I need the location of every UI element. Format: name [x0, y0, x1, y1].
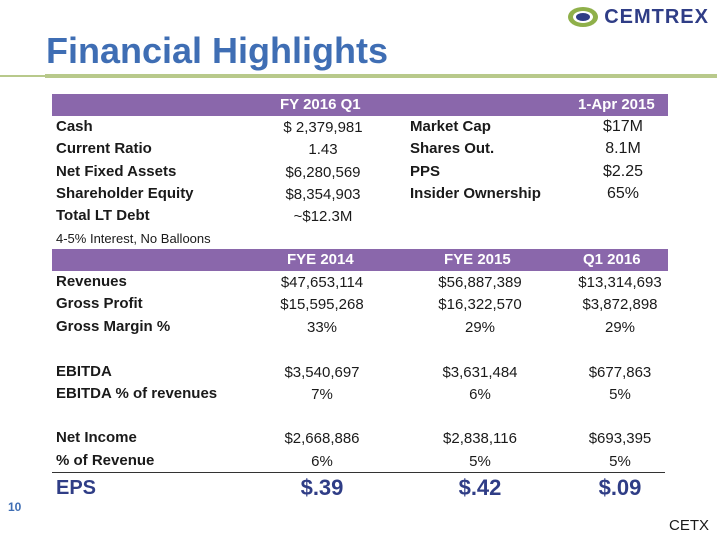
value-eps-2015: $.42 — [458, 475, 502, 500]
row-label-total-lt-debt: Total LT Debt — [56, 207, 150, 224]
value-ebitda-2014: $3,540,697 — [284, 364, 360, 381]
value-shareholder-equity: $8,354,903 — [285, 186, 361, 203]
row-label-net-income: Net Income — [56, 429, 137, 446]
value-net-fixed-assets: $6,280,569 — [285, 164, 361, 181]
row-label-cash: Cash — [56, 118, 93, 135]
value-gross-margin-2015: 29% — [464, 319, 496, 336]
row-label-eps: EPS — [56, 477, 97, 499]
value-gross-profit-2014: $15,595,268 — [280, 296, 364, 313]
value-total-lt-debt: ~$12.3M — [293, 208, 353, 225]
value-ebitda-pct-2015: 6% — [469, 386, 491, 403]
row-label-gross-margin: Gross Margin % — [56, 318, 171, 335]
row-label-pct-revenue: % of Revenue — [56, 452, 155, 469]
value-eps-q12016: $.09 — [598, 475, 642, 500]
value-pct-revenue-2014: 6% — [311, 453, 333, 470]
page-title: Financial Highlights — [46, 30, 389, 71]
title-divider-left — [0, 75, 45, 77]
debt-note: 4-5% Interest, No Balloons — [56, 231, 211, 246]
value-revenues-q12016: $13,314,693 — [578, 274, 662, 291]
cemtrex-logo: CEMTREX — [566, 4, 709, 30]
row-label-gross-profit: Gross Profit — [56, 295, 143, 312]
header-q12016: Q1 2016 — [583, 251, 641, 268]
value-pct-revenue-q12016: 5% — [609, 453, 631, 470]
value-pps: $2.25 — [602, 163, 644, 180]
row-label-net-fixed-assets: Net Fixed Assets — [56, 163, 177, 180]
header-fy2016q1: FY 2016 Q1 — [280, 96, 361, 113]
row-label-insider-ownership: Insider Ownership — [410, 185, 541, 202]
row-label-revenues: Revenues — [56, 273, 127, 290]
row-label-ebitda-pct: EBITDA % of revenues — [56, 385, 218, 402]
slide-number: 10 — [8, 500, 22, 514]
header-fye2014: FYE 2014 — [287, 251, 354, 268]
value-net-income-q12016: $693,395 — [588, 430, 652, 447]
row-label-ebitda: EBITDA — [56, 363, 112, 380]
footer-ticker: CETX — [668, 517, 709, 534]
value-cash: $ 2,379,981 — [283, 119, 363, 136]
value-ebitda-pct-q12016: 5% — [609, 386, 631, 403]
bottom-table-header: FYE 2014 FYE 2015 Q1 2016 — [52, 249, 668, 271]
header-1apr2015: 1-Apr 2015 — [578, 96, 655, 113]
row-label-shareholder-equity: Shareholder Equity — [56, 185, 194, 202]
logo-text: CEMTREX — [604, 5, 709, 28]
value-gross-margin-2014: 33% — [306, 319, 338, 336]
value-current-ratio: 1.43 — [308, 141, 338, 158]
top-table-header: FY 2016 Q1 1-Apr 2015 — [52, 94, 668, 116]
value-gross-profit-2015: $16,322,570 — [438, 296, 522, 313]
value-revenues-2015: $56,887,389 — [438, 274, 522, 291]
row-label-shares-out: Shares Out. — [410, 140, 495, 157]
row-label-pps: PPS — [410, 163, 441, 180]
value-gross-margin-q12016: 29% — [604, 319, 636, 336]
header-fye2015: FYE 2015 — [444, 251, 511, 268]
value-ebitda-pct-2014: 7% — [311, 386, 333, 403]
value-gross-profit-q12016: $3,872,898 — [582, 296, 658, 313]
value-ebitda-2015: $3,631,484 — [442, 364, 518, 381]
logo-ring-icon — [568, 7, 599, 27]
value-insider-ownership: 65% — [606, 185, 640, 202]
value-net-income-2014: $2,668,886 — [284, 430, 360, 447]
eps-divider — [52, 472, 665, 473]
value-shares-out: 8.1M — [605, 140, 641, 157]
row-label-market-cap: Market Cap — [410, 118, 491, 135]
value-net-income-2015: $2,838,116 — [443, 430, 517, 447]
value-eps-2014: $.39 — [300, 475, 344, 500]
value-revenues-2014: $47,653,114 — [280, 274, 364, 291]
value-ebitda-q12016: $677,863 — [588, 364, 652, 381]
value-pct-revenue-2015: 5% — [469, 453, 491, 470]
value-market-cap: $17M — [602, 118, 644, 135]
row-label-current-ratio: Current Ratio — [56, 140, 152, 157]
title-divider — [45, 74, 717, 78]
